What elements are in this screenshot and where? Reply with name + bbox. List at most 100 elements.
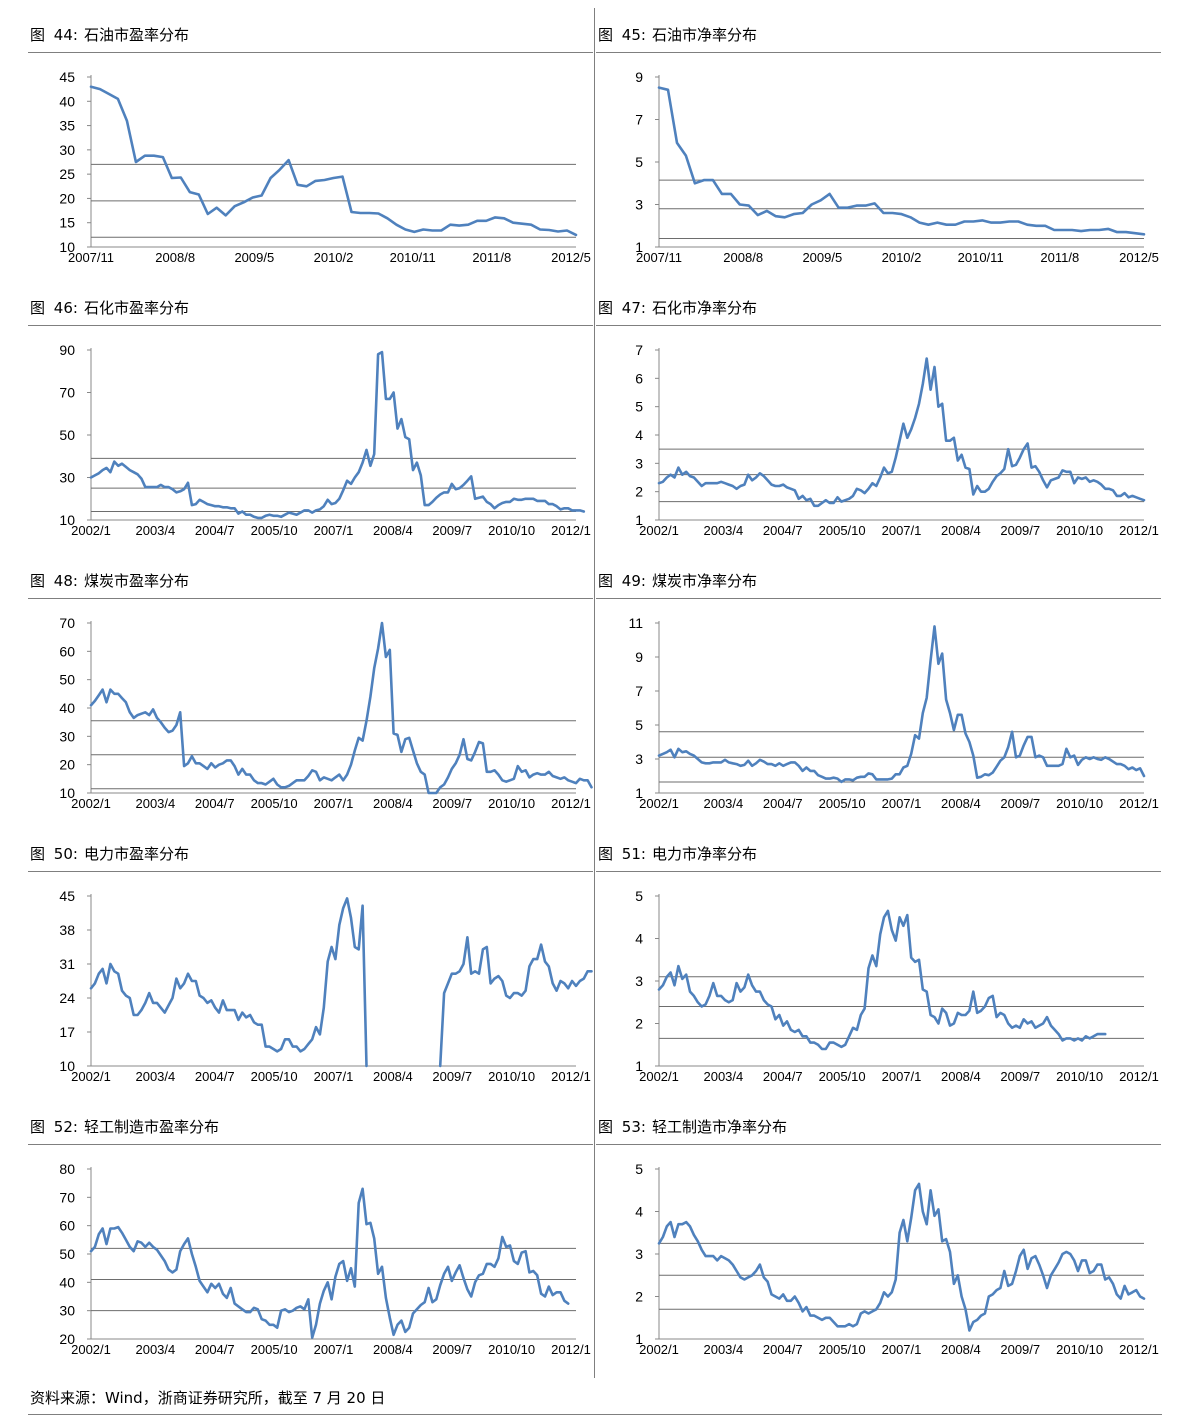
y-tick-label: 7	[635, 112, 643, 128]
title-rule	[596, 598, 1161, 599]
series-line	[657, 909, 1107, 1051]
figure-panel: 图 51: 电力市净率分布 1 2 3 4 5 2002/1 2003/4 2004/7 2005/…	[596, 819, 1161, 1091]
x-tick-label: 2008/8	[723, 250, 763, 265]
y-tick-label: 50	[59, 1246, 75, 1262]
y-tick-label: 10	[59, 239, 75, 255]
figure-panel: 图 52: 轻工制造市盈率分布 20 30 40 50 60 70 80 2002/1 2003/4…	[28, 1092, 593, 1364]
x-tick-label: 2008/8	[155, 250, 195, 265]
figure-prefix: 图	[30, 572, 46, 590]
series-line	[657, 86, 1146, 236]
x-tick-label: 2009/5	[234, 250, 274, 265]
x-tick-label: 2008/4	[373, 523, 413, 538]
x-tick-label: 2004/7	[195, 796, 235, 811]
chart-area: 10 30 50 70 90 2002/1 2003/4 2004/7 2005/10 2007/…	[28, 333, 593, 553]
series-line	[657, 357, 1146, 508]
x-tick-label: 2012/5	[1119, 250, 1159, 265]
title-rule	[28, 52, 593, 53]
y-tick-label: 40	[59, 1274, 75, 1290]
x-tick-label: 2009/7	[432, 1342, 472, 1357]
x-tick-label: 2002/1	[71, 523, 111, 538]
y-tick-label: 30	[59, 728, 75, 744]
line-chart: 20 30 40 50 60 70 80 2002/1 2003/4 2004/7 2005/10 2…	[59, 1161, 591, 1357]
figure-caption: 电力市净率分布	[651, 845, 757, 863]
x-tick-label: 2005/10	[251, 523, 298, 538]
y-tick-label: 60	[59, 1218, 75, 1234]
x-tick-label: 2004/7	[763, 1069, 803, 1084]
chart-area: 1 3 5 7 9 2007/11 2008/8 2009/5 2010/2 2010/11 201…	[596, 60, 1161, 280]
x-tick-label: 2009/7	[1000, 1342, 1040, 1357]
figure-prefix: 图	[598, 299, 614, 317]
x-tick-label: 2010/2	[314, 250, 354, 265]
figure-caption: 煤炭市盈率分布	[83, 572, 189, 590]
y-tick-label: 3	[635, 197, 643, 213]
title-rule	[28, 1144, 593, 1145]
y-tick-label: 5	[635, 399, 643, 415]
x-tick-label: 2008/4	[373, 796, 413, 811]
x-tick-label: 2009/5	[802, 250, 842, 265]
x-tick-label: 2011/8	[472, 250, 511, 265]
line-chart: 10 20 30 40 50 60 70 2002/1 2003/4 2004/7 2005/10 2…	[59, 615, 593, 811]
y-tick-label: 5	[635, 888, 643, 904]
figure-caption: 轻工制造市盈率分布	[83, 1118, 219, 1136]
x-tick-label: 2007/1	[314, 523, 354, 538]
x-tick-label: 2007/1	[882, 1069, 922, 1084]
figure-prefix: 图	[30, 845, 46, 863]
x-tick-label: 2012/5	[551, 250, 591, 265]
x-tick-label: 2005/10	[251, 1069, 298, 1084]
chart-area: 1 2 3 4 5 6 7 2002/1 2003/4 2004/7 2005/10 2007/1 20…	[596, 333, 1161, 553]
y-tick-label: 7	[635, 683, 643, 699]
x-tick-label: 2005/10	[819, 796, 866, 811]
y-tick-label: 10	[59, 785, 75, 801]
x-tick-label: 2002/1	[71, 1342, 111, 1357]
figure-number: 50:	[53, 845, 78, 863]
figure-title: 图 52: 轻工制造市盈率分布	[30, 1116, 219, 1137]
x-tick-label: 2002/1	[639, 1342, 679, 1357]
y-tick-label: 60	[59, 643, 75, 659]
figure-caption: 石油市盈率分布	[83, 26, 189, 44]
figure-title: 图 46: 石化市盈率分布	[30, 297, 189, 318]
figure-title: 图 45: 石油市净率分布	[598, 24, 757, 45]
figure-title: 图 50: 电力市盈率分布	[30, 843, 189, 864]
x-tick-label: 2012/1	[1119, 523, 1159, 538]
series-line	[89, 621, 593, 795]
figure-panel: 图 48: 煤炭市盈率分布 10 20 30 40 50 60 70 2002/1 2003/4 20…	[28, 546, 593, 818]
x-tick-label: 2012/1	[551, 796, 591, 811]
y-tick-label: 90	[59, 342, 75, 358]
figure-prefix: 图	[598, 572, 614, 590]
x-tick-label: 2010/10	[1056, 796, 1103, 811]
figure-panel: 图 45: 石油市净率分布 1 3 5 7 9 2007/11 2008/8 2009/5 2010…	[596, 0, 1161, 272]
y-tick-label: 24	[59, 990, 75, 1006]
x-tick-label: 2008/4	[941, 1069, 981, 1084]
x-tick-label: 2007/11	[636, 250, 682, 265]
figure-number: 49:	[621, 572, 646, 590]
y-tick-label: 5	[635, 154, 643, 170]
y-tick-label: 50	[59, 672, 75, 688]
series-line	[657, 1182, 1146, 1332]
y-tick-label: 3	[635, 751, 643, 767]
title-rule	[28, 598, 593, 599]
figure-prefix: 图	[598, 26, 614, 44]
x-tick-label: 2008/4	[941, 523, 981, 538]
line-chart: 10 30 50 70 90 2002/1 2003/4 2004/7 2005/10 2007/…	[59, 342, 590, 538]
x-tick-label: 2012/1	[551, 1342, 591, 1357]
y-tick-label: 4	[635, 1204, 643, 1220]
figure-number: 48:	[53, 572, 78, 590]
title-rule	[596, 871, 1161, 872]
y-tick-label: 45	[59, 69, 75, 85]
figure-prefix: 图	[598, 1118, 614, 1136]
y-tick-label: 1	[635, 239, 643, 255]
series-line	[89, 1187, 570, 1339]
figure-caption: 石油市净率分布	[651, 26, 757, 44]
y-tick-label: 45	[59, 888, 75, 904]
title-rule	[28, 871, 593, 872]
figure-prefix: 图	[598, 845, 614, 863]
figure-caption: 石化市净率分布	[651, 299, 757, 317]
x-tick-label: 2007/1	[314, 796, 354, 811]
figure-title: 图 51: 电力市净率分布	[598, 843, 757, 864]
x-tick-label: 2004/7	[763, 796, 803, 811]
source-note: 资料来源：Wind，浙商证券研究所，截至 7 月 20 日	[30, 1389, 386, 1407]
x-tick-label: 2010/10	[1056, 523, 1103, 538]
figure-panel: 图 53: 轻工制造市净率分布 1 2 3 4 5 2002/1 2003/4 2004/7 200…	[596, 1092, 1161, 1364]
line-chart: 1 3 5 7 9 2007/11 2008/8 2009/5 2010/2 2010/11 201…	[635, 69, 1159, 265]
y-tick-label: 20	[59, 190, 75, 206]
